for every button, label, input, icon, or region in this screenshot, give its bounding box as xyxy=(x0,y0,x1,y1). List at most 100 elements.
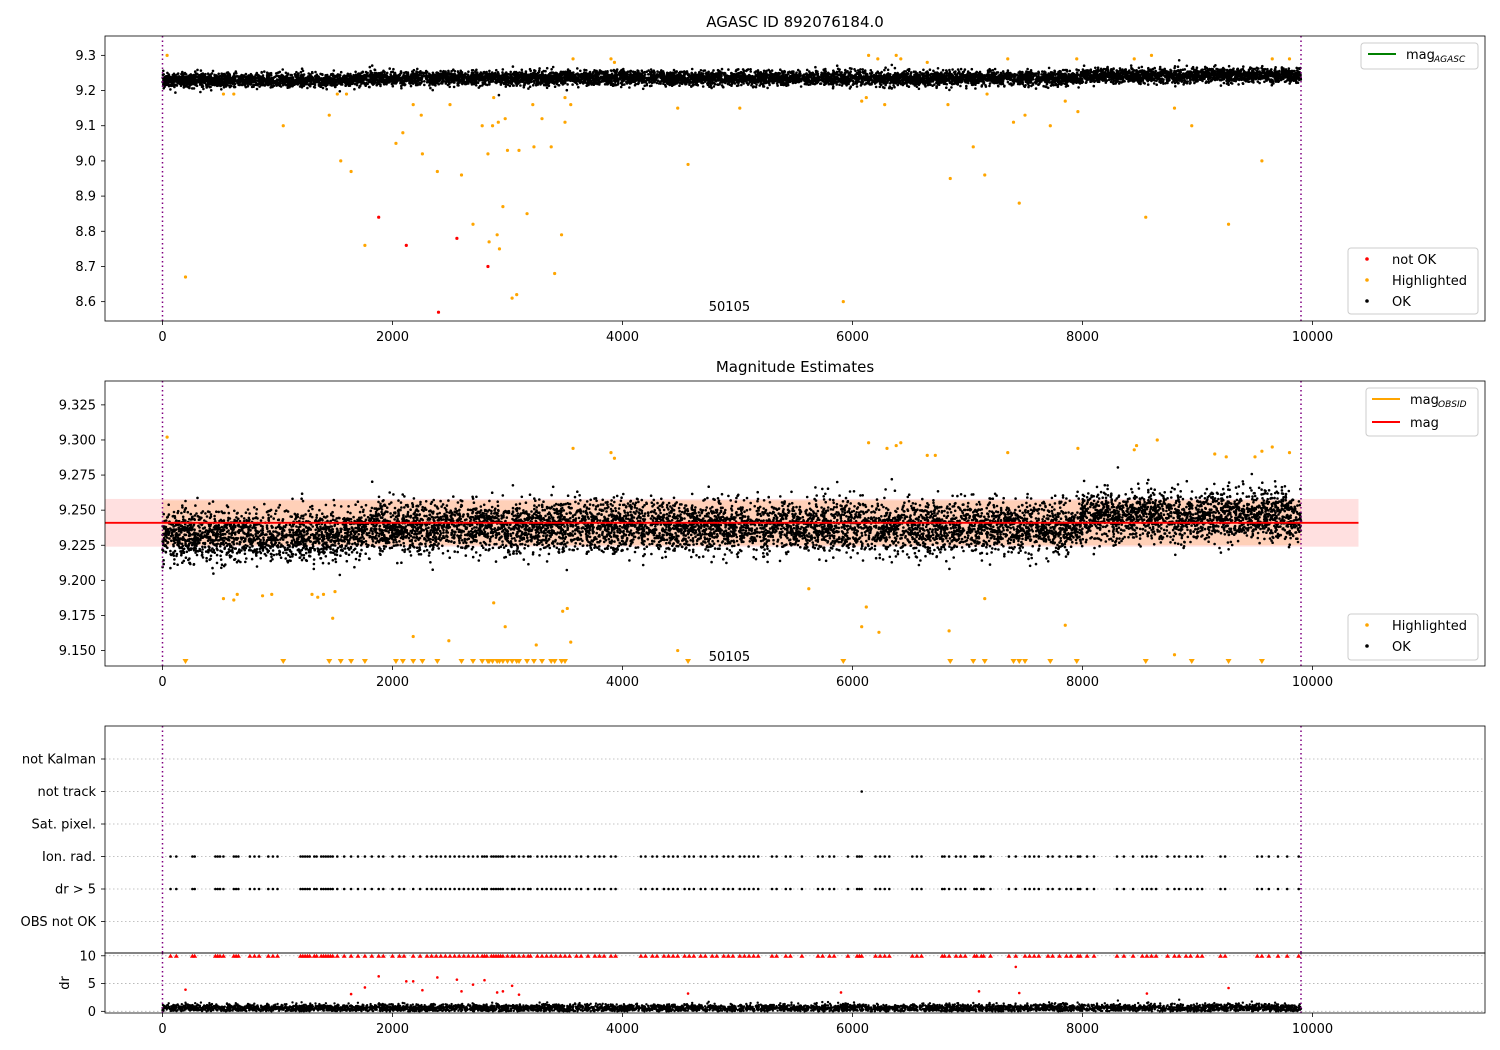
highlighted-point xyxy=(947,629,951,633)
flag-point xyxy=(271,887,275,891)
flag-point xyxy=(315,887,318,891)
clipped-highlight-marker xyxy=(410,659,417,664)
flag-point xyxy=(832,887,836,891)
y-tick-label: 8.9 xyxy=(75,190,96,205)
flag-point xyxy=(1154,855,1158,858)
clipped-highlight-marker xyxy=(516,659,522,664)
flag-point xyxy=(476,855,479,858)
flag-point xyxy=(738,887,742,891)
flag-point xyxy=(598,887,601,891)
flag-point xyxy=(676,855,679,858)
flag-point xyxy=(425,855,429,858)
flag-point xyxy=(299,887,302,891)
flag-point xyxy=(492,855,496,858)
highlighted-point xyxy=(510,296,514,300)
flag-point xyxy=(816,855,820,858)
clipped-dr-marker xyxy=(417,953,423,958)
highlighted-point xyxy=(899,441,903,445)
clipped-dr-marker xyxy=(461,953,467,958)
highlighted-point xyxy=(495,233,499,237)
flag-point xyxy=(536,887,539,891)
flag-point xyxy=(1166,855,1169,858)
flag-point xyxy=(485,855,489,858)
flag-point xyxy=(989,887,992,891)
flag-point xyxy=(752,887,755,891)
x-tick-label: 6000 xyxy=(836,330,869,345)
flag-point xyxy=(563,887,567,891)
flag-point xyxy=(747,855,751,858)
flag-point xyxy=(828,855,831,858)
flag-point xyxy=(434,887,438,891)
highlighted-point xyxy=(1063,623,1067,627)
highlighted-point xyxy=(559,233,564,237)
flag-point xyxy=(1069,887,1073,891)
flag-point xyxy=(614,887,617,891)
flag-point xyxy=(276,887,279,891)
flag-point xyxy=(453,855,456,858)
ok-points xyxy=(161,59,1303,97)
highlighted-point xyxy=(411,634,415,639)
clipped-dr-marker xyxy=(484,953,490,958)
clipped-dr-marker xyxy=(1218,953,1223,958)
clipped-highlight-marker xyxy=(458,659,465,664)
highlighted-point xyxy=(686,162,690,167)
clipped-dr-marker xyxy=(974,953,980,958)
highlighted-point xyxy=(841,300,845,304)
flag-point xyxy=(1276,855,1280,858)
flag-point xyxy=(494,855,498,858)
flag-point xyxy=(1046,855,1050,858)
flag-point xyxy=(510,855,514,858)
clipped-dr-marker xyxy=(1006,953,1012,958)
clipped-dr-marker xyxy=(981,953,987,958)
flag-point xyxy=(545,887,548,891)
flag-point xyxy=(1076,887,1080,891)
legend-label: OK xyxy=(1392,295,1411,310)
flag-point xyxy=(1122,887,1126,891)
clipped-dr-marker xyxy=(548,953,554,958)
flag-point xyxy=(232,887,236,891)
flag-point xyxy=(349,887,353,891)
highlighted-point xyxy=(420,152,424,156)
flag-point xyxy=(655,855,659,858)
flag-category-label: Ion. rad. xyxy=(42,850,96,865)
flag-point xyxy=(234,855,238,858)
highlighted-point xyxy=(490,124,495,128)
clipped-dr-marker xyxy=(958,953,964,958)
flag-point xyxy=(683,855,686,858)
flag-point xyxy=(382,887,385,891)
flag-point xyxy=(1297,855,1300,858)
highlighted-point xyxy=(497,247,502,251)
flag-point xyxy=(954,855,958,858)
clipped-dr-marker xyxy=(380,953,386,958)
highlighted-point xyxy=(563,95,567,100)
highlighted-point xyxy=(860,99,864,103)
highlighted-point xyxy=(569,640,573,644)
clipped-dr-marker xyxy=(168,953,174,958)
flag-point xyxy=(860,790,863,793)
highlighted-point xyxy=(260,594,265,598)
high-dr-point xyxy=(1017,991,1021,995)
clipped-dr-marker xyxy=(401,953,407,958)
clipped-dr-marker xyxy=(192,953,198,958)
clipped-dr-marker xyxy=(909,953,915,958)
flag-point xyxy=(692,887,696,891)
legend-marker xyxy=(1365,623,1369,627)
flag-point xyxy=(169,855,172,858)
flag-point xyxy=(322,887,325,891)
clipped-dr-marker xyxy=(1195,953,1200,958)
clipped-highlight-marker xyxy=(562,659,568,664)
flag-point xyxy=(324,887,328,891)
legend-label: mag xyxy=(1406,48,1435,63)
clipped-dr-marker xyxy=(396,953,402,958)
highlighted-point xyxy=(333,589,337,594)
high-dr-point xyxy=(517,993,521,996)
flag-point xyxy=(1150,887,1153,891)
highlighted-point xyxy=(883,103,887,107)
clipped-dr-marker xyxy=(553,953,559,958)
clipped-dr-marker xyxy=(562,953,568,958)
flag-point xyxy=(878,855,882,858)
flag-point xyxy=(1115,855,1119,858)
clipped-dr-marker xyxy=(613,953,619,958)
clipped-dr-marker xyxy=(769,953,775,958)
x-tick-label: 0 xyxy=(158,1022,166,1037)
